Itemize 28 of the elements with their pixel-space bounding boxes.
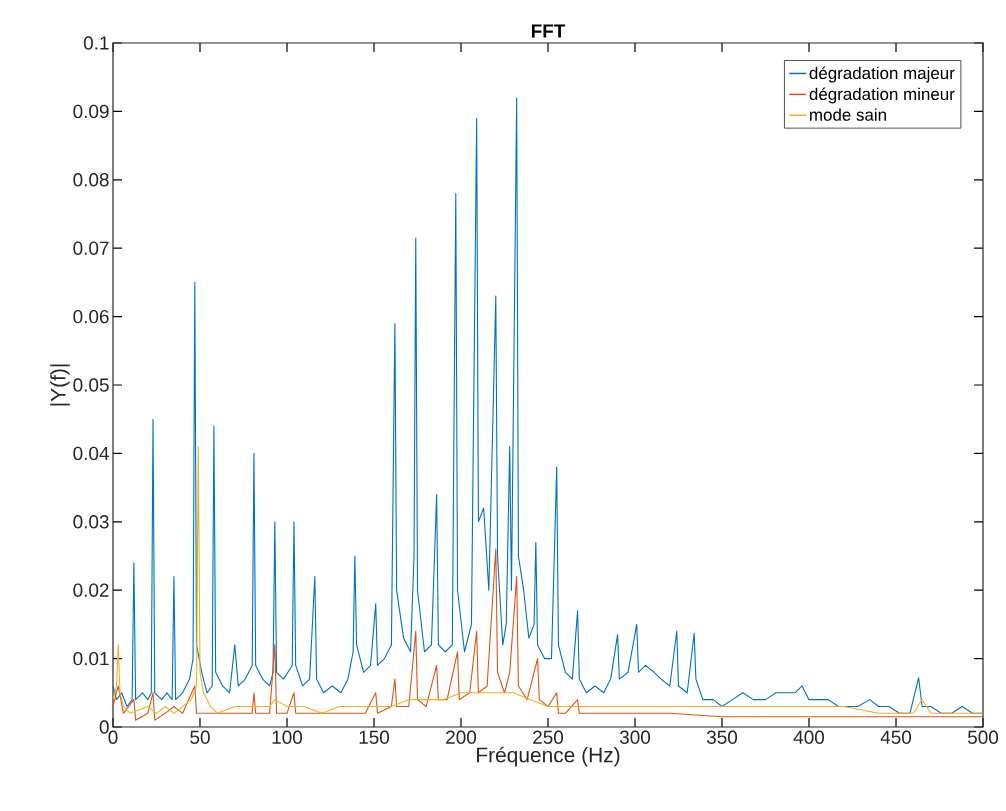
x-tick-label: 400 (793, 730, 825, 744)
y-tick-label: 0.04 (73, 446, 109, 461)
y-tick-label: 0.03 (73, 515, 109, 529)
x-tick-label: 450 (880, 730, 912, 744)
y-tick-label: 0.09 (73, 104, 109, 119)
x-tick-label: 150 (359, 730, 390, 744)
y-axis-title: |Y(f)| (50, 364, 70, 406)
y-tick-label: 0.02 (73, 583, 109, 597)
x-tick-label: 0 (108, 730, 118, 744)
y-tick-label: 0.08 (73, 173, 109, 187)
legend-label: dégradation mineur (809, 87, 955, 104)
y-tick-label: 0.01 (73, 651, 109, 666)
y-tick-label: 0.07 (73, 241, 109, 255)
y-tick-label: 0.06 (73, 309, 109, 324)
y-tick-label: 0.1 (83, 36, 109, 50)
x-axis-title: Fréquence (Hz) (477, 746, 620, 767)
x-tick-label: 100 (272, 730, 303, 744)
x-tick-label: 50 (190, 730, 210, 744)
x-tick-label: 350 (706, 730, 738, 744)
y-tick-label: 0 (99, 720, 109, 734)
legend-label: dégradation majeur (809, 66, 955, 83)
y-tick-label: 0.05 (73, 378, 109, 392)
x-tick-label: 300 (619, 730, 651, 744)
x-tick-label: 200 (446, 730, 477, 744)
x-tick-label: 500 (967, 730, 999, 744)
legend-label: mode sain (810, 108, 886, 121)
chart-title: FFT (531, 24, 566, 38)
x-tick-label: 250 (533, 730, 564, 744)
